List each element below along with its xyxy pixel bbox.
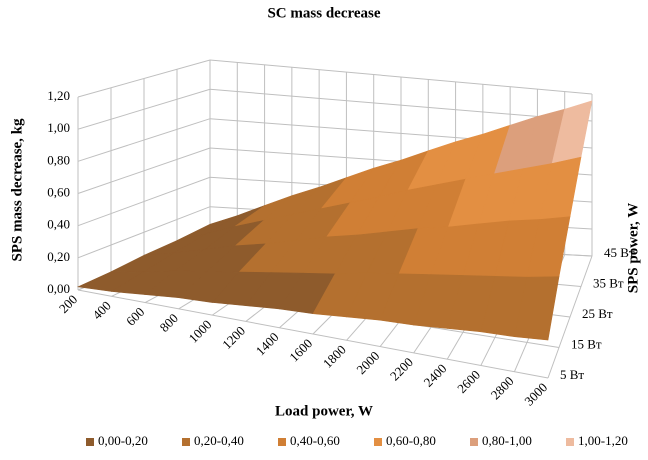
y-tick-label: 0,60 xyxy=(47,184,70,199)
grid-line xyxy=(77,59,593,98)
x-tick-label: 1000 xyxy=(186,317,215,346)
legend-swatch xyxy=(278,438,286,446)
legend-label: 0,80-1,00 xyxy=(482,433,532,448)
legend-label: 1,00-1,20 xyxy=(578,433,628,448)
x-tick-label: 2800 xyxy=(488,373,517,402)
depth-tick-label: 5 Вт xyxy=(560,367,584,382)
y-axis-title: SPS mass decrease, kg xyxy=(9,118,25,262)
chart-title: SC mass decrease xyxy=(267,5,380,21)
surface-cell xyxy=(514,276,560,341)
x-tick-label: 3000 xyxy=(521,380,550,409)
grid-line xyxy=(77,289,549,379)
legend-label: 0,40-0,60 xyxy=(290,433,340,448)
depth-axis-title: SPS power, W xyxy=(625,203,641,293)
y-tick-label: 0,00 xyxy=(47,281,70,296)
x-tick-label: 600 xyxy=(123,304,147,328)
x-tick-label: 2000 xyxy=(353,348,382,377)
depth-tick-label: 45 Вт xyxy=(604,245,635,260)
depth-tick-label: 15 Вт xyxy=(571,336,602,351)
legend-label: 0,00-0,20 xyxy=(98,433,148,448)
depth-tick-label: 35 Вт xyxy=(593,275,624,290)
grid-line xyxy=(77,88,593,130)
x-tick-label: 2400 xyxy=(421,361,450,390)
x-tick-label: 1200 xyxy=(219,323,248,352)
legend-swatch xyxy=(470,438,478,446)
legend-label: 0,60-0,80 xyxy=(386,433,436,448)
y-tick-label: 0,20 xyxy=(47,249,70,264)
x-tick-label: 2600 xyxy=(454,367,483,396)
legend-swatch xyxy=(86,438,94,446)
x-tick-label: 1400 xyxy=(253,329,282,358)
y-tick-label: 1,00 xyxy=(47,120,70,135)
y-tick-label: 0,80 xyxy=(47,152,70,167)
x-tick-label: 1600 xyxy=(286,336,315,365)
y-tick-label: 1,20 xyxy=(47,88,70,103)
legend-swatch xyxy=(182,438,190,446)
y-tick-label: 0,40 xyxy=(47,217,70,232)
legend-swatch xyxy=(374,438,382,446)
x-tick-label: 2200 xyxy=(387,354,416,383)
legend-label: 0,20-0,40 xyxy=(194,433,244,448)
x-tick-label: 400 xyxy=(89,298,113,322)
depth-tick-label: 25 Вт xyxy=(582,306,613,321)
x-tick-label: 800 xyxy=(157,310,181,334)
x-tick-label: 1800 xyxy=(320,342,349,371)
legend-swatch xyxy=(566,438,574,446)
x-axis-title: Load power, W xyxy=(275,403,373,419)
